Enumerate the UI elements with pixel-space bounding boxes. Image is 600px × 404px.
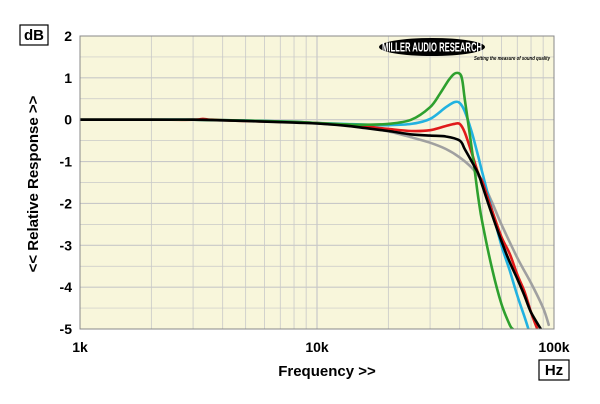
logo-name: MILLER AUDIO RESEARCH <box>382 41 482 55</box>
plot-frame <box>79 35 555 330</box>
x-tick-label: 10k <box>305 339 329 355</box>
x-axis-title: Frequency >> <box>278 363 376 380</box>
y-axis-title: << Relative Response >> <box>25 95 42 272</box>
series-line-5 <box>80 118 543 329</box>
x-tick-label: 100k <box>538 339 569 355</box>
y-tick-label: -3 <box>60 237 73 253</box>
y-unit-label: dB <box>24 27 44 44</box>
y-tick-label: -5 <box>60 321 73 337</box>
y-tick-label: -4 <box>60 279 73 295</box>
x-unit-label: Hz <box>545 362 563 379</box>
brand-logo: MILLER AUDIO RESEARCH Setting the measur… <box>379 38 551 62</box>
x-tick-labels: 1k 10k 100k <box>72 339 570 355</box>
x-unit-box: Hz <box>538 359 570 381</box>
series-group <box>80 71 550 329</box>
y-unit-box: dB <box>19 24 49 46</box>
logo-tagline: Setting the measure of sound quality <box>474 56 551 62</box>
y-tick-label: -2 <box>60 195 73 211</box>
y-tick-label: 0 <box>64 112 72 128</box>
y-tick-labels: 2 1 0 -1 -2 -3 -4 -5 <box>60 28 73 337</box>
y-tick-label: -1 <box>60 154 73 170</box>
x-tick-label: 1k <box>72 339 88 355</box>
y-tick-label: 1 <box>64 70 72 86</box>
y-tick-label: 2 <box>64 28 72 44</box>
